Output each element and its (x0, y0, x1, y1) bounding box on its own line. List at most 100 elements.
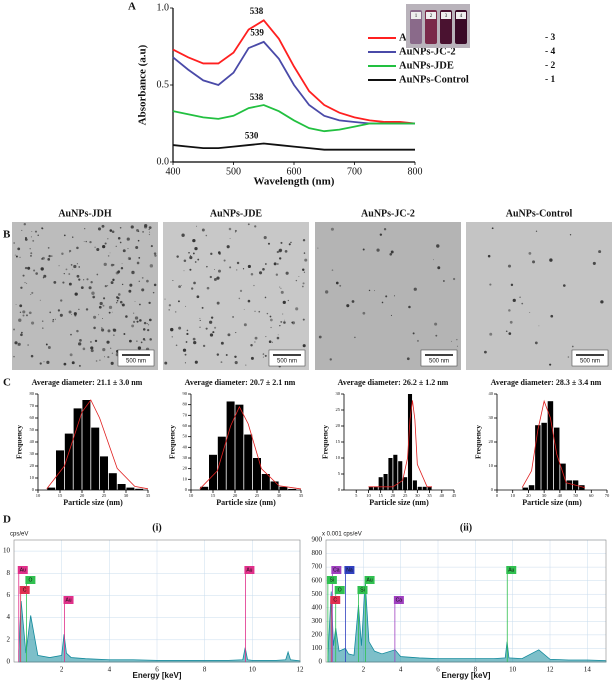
particle (192, 252, 195, 255)
x-axis-label: Energy [keV] (442, 671, 491, 680)
particle (94, 246, 96, 248)
particle (508, 309, 511, 312)
histogram-bar (398, 461, 403, 490)
histogram-bar (47, 487, 56, 490)
particle (102, 317, 103, 319)
particle (362, 248, 365, 251)
particle (140, 341, 143, 344)
particle (72, 236, 74, 238)
particle (210, 316, 214, 319)
particle (184, 353, 187, 356)
histogram-bar (253, 458, 261, 490)
legend-label: AuNPs-Control (399, 74, 469, 85)
particle (102, 348, 106, 352)
x-tick-label: 20 (80, 493, 85, 498)
micrograph-title: AuNPs-JDE (210, 208, 263, 219)
particle (58, 265, 60, 267)
particle (354, 336, 356, 339)
particle (250, 344, 253, 347)
y-tick-label: 0 (32, 487, 35, 492)
particle (185, 305, 187, 307)
particle (142, 338, 146, 341)
particle (510, 283, 514, 287)
particle (199, 319, 201, 322)
particle (383, 228, 387, 231)
particle (379, 233, 383, 236)
particle (42, 327, 44, 329)
particle (107, 356, 110, 359)
y-tick-label: 600 (312, 576, 323, 584)
particle (210, 252, 213, 256)
series-line (172, 104, 415, 133)
particle (346, 304, 350, 308)
particle (136, 320, 139, 323)
x-axis-label: Wavelength (nm) (254, 176, 335, 188)
particle (168, 304, 172, 307)
particle (115, 245, 117, 247)
particle (268, 340, 272, 344)
particle (15, 304, 17, 306)
particle (535, 230, 538, 232)
y-tick-label: 10 (3, 547, 11, 555)
particle (70, 333, 72, 336)
particle (89, 240, 92, 244)
particle (247, 264, 251, 269)
fit-curve (46, 399, 149, 490)
particle (91, 291, 95, 295)
particle (97, 227, 102, 231)
particle (61, 252, 64, 255)
particle (106, 340, 110, 344)
panel-label: D (3, 514, 11, 526)
histogram-bar (270, 481, 279, 490)
particle (242, 268, 245, 270)
particle (436, 244, 440, 248)
particle (178, 285, 181, 289)
particle (183, 270, 185, 272)
particle (214, 326, 217, 329)
particle (569, 234, 572, 236)
micrograph (163, 222, 309, 370)
particle (302, 268, 305, 272)
particle (507, 264, 512, 268)
particle (276, 336, 280, 340)
particle (186, 329, 189, 332)
x-tick-label: 35 (427, 493, 432, 498)
histogram-bar (417, 486, 422, 490)
x-tick-label: 10 (189, 493, 194, 498)
particle (191, 287, 194, 290)
particle (412, 332, 415, 335)
histogram-bar (126, 487, 135, 490)
particle (152, 291, 155, 294)
particle (291, 321, 294, 324)
particle (253, 284, 255, 287)
particle (247, 223, 250, 226)
scale-bar-box (117, 349, 155, 367)
particle (303, 344, 305, 347)
particle (109, 252, 111, 254)
particle (83, 279, 85, 281)
particle (393, 295, 396, 297)
particle (76, 263, 78, 265)
particle (119, 241, 122, 244)
histogram-bar (82, 400, 91, 490)
particle (562, 284, 566, 287)
y-axis-label: Absorbance (a.u) (137, 44, 149, 125)
x-tick-label: 40 (558, 493, 563, 498)
particle (19, 256, 21, 259)
particle (209, 320, 213, 324)
y-tick-label: 20 (489, 439, 494, 444)
particle (41, 257, 44, 260)
x-tick-label: 45 (452, 493, 457, 498)
particle (85, 240, 87, 243)
particle (107, 329, 111, 333)
particle (512, 298, 516, 302)
particle (437, 266, 441, 270)
particle (290, 241, 292, 244)
fit-curve (521, 399, 586, 488)
particle (298, 276, 300, 277)
particle (137, 230, 140, 233)
particle (280, 287, 282, 289)
histogram-bar (422, 486, 427, 490)
particle (131, 270, 135, 275)
peak-label: 530 (245, 131, 259, 141)
